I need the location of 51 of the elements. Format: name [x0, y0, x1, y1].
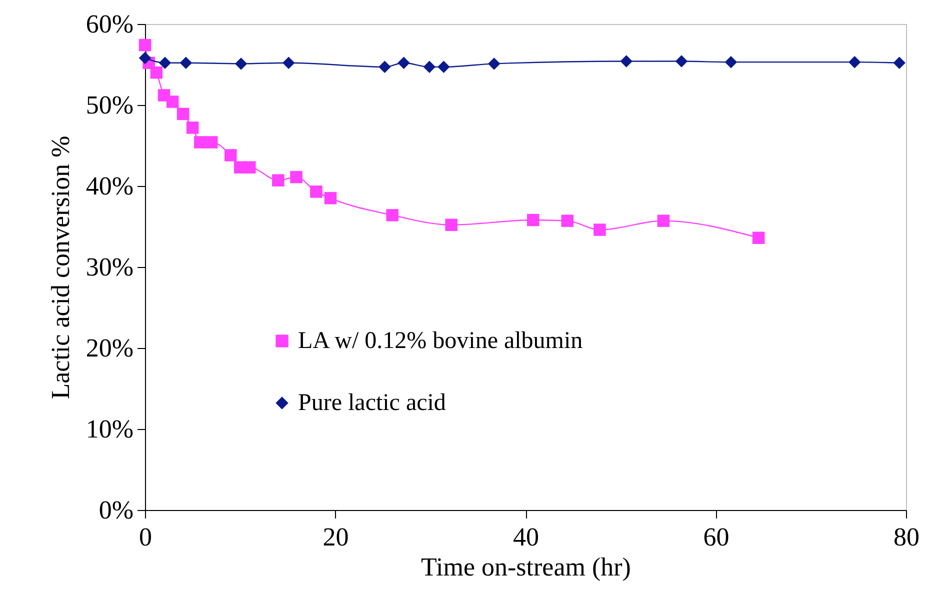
point — [224, 149, 237, 162]
x-tick-label: 40 — [513, 522, 539, 552]
point — [675, 55, 688, 68]
point — [194, 136, 206, 148]
y-tick-label: 50% — [86, 90, 134, 120]
point — [423, 60, 436, 74]
point — [848, 56, 861, 68]
point — [244, 161, 256, 174]
y-axis-title: Lactic acid conversion % — [46, 136, 75, 400]
point — [282, 56, 295, 70]
point — [166, 96, 179, 108]
x-tick-label: 60 — [703, 522, 730, 552]
point — [561, 214, 574, 227]
x-tick-label: 20 — [322, 522, 349, 552]
x-axis-title: Time on-stream (hr) — [421, 552, 631, 582]
point — [378, 60, 391, 74]
y-tick-label: 40% — [86, 172, 134, 200]
legend-label: Pure lactic acid — [298, 390, 446, 416]
point — [272, 174, 284, 186]
point — [324, 192, 337, 204]
point — [594, 224, 606, 236]
point — [176, 108, 190, 120]
point — [158, 56, 172, 70]
point — [138, 38, 152, 52]
point — [620, 55, 632, 68]
point — [488, 58, 500, 70]
point — [724, 56, 738, 68]
y-tick-label: 10% — [86, 414, 134, 444]
point — [290, 170, 302, 184]
y-tick-label: 0% — [98, 496, 134, 524]
y-tick-label: 30% — [86, 252, 134, 282]
point — [310, 186, 322, 198]
point — [205, 136, 218, 148]
point — [752, 232, 765, 244]
x-tick-label: 80 — [894, 522, 920, 552]
y-tick-label: 60% — [86, 10, 134, 38]
point — [893, 56, 906, 70]
point — [234, 58, 248, 70]
point — [186, 122, 199, 134]
point — [180, 56, 192, 70]
point — [150, 66, 163, 79]
point — [438, 60, 450, 74]
point — [526, 214, 540, 226]
y-tick-label: 20% — [86, 334, 134, 362]
legend-label: LA w/ 0.12% bovine albumin — [298, 328, 583, 354]
point — [398, 56, 410, 70]
point — [386, 209, 398, 222]
point — [138, 52, 152, 64]
point — [657, 214, 670, 227]
x-tick-label: 0 — [139, 522, 152, 552]
point — [445, 218, 458, 232]
